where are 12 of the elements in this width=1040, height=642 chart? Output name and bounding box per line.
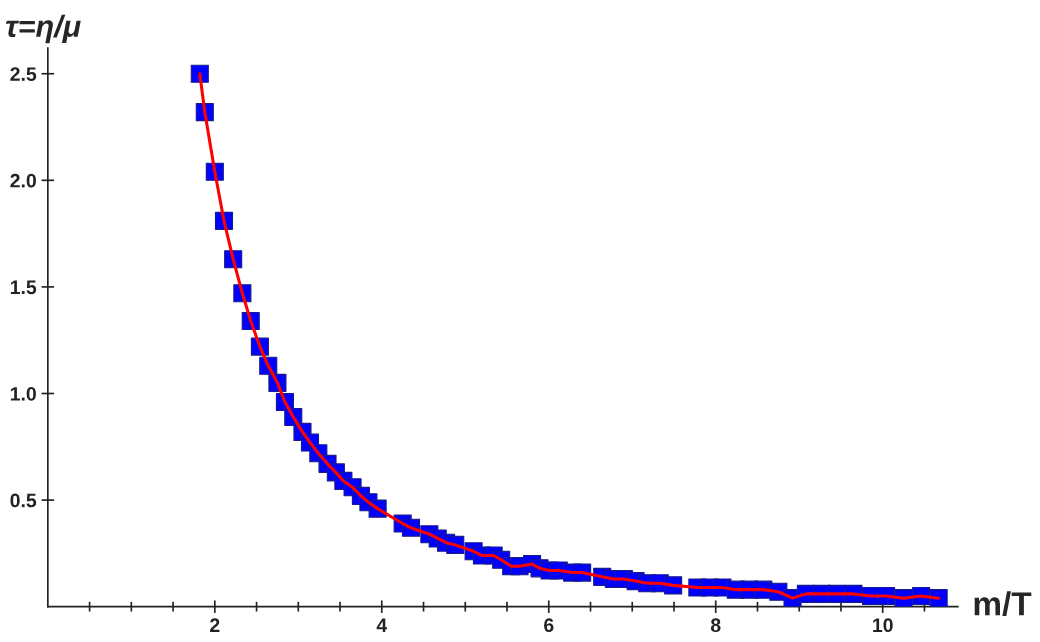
x-tick-label: 8 (710, 618, 721, 633)
x-tick-label: 10 (873, 618, 893, 633)
x-tick-label: 6 (544, 618, 554, 633)
y-axis-title: τ=η/μ (6, 14, 81, 44)
x-tick-label: 4 (376, 618, 388, 632)
y-tick-label: 0.5 (10, 493, 37, 508)
x-axis-title: m/T (974, 591, 1032, 616)
y-tick-label: 2.5 (10, 67, 37, 81)
y-tick-label: 2.0 (10, 173, 36, 188)
y-tick-label: 1.5 (10, 280, 37, 295)
y-tick-label: 1.0 (10, 386, 36, 401)
x-tick-label: 2 (210, 618, 220, 632)
